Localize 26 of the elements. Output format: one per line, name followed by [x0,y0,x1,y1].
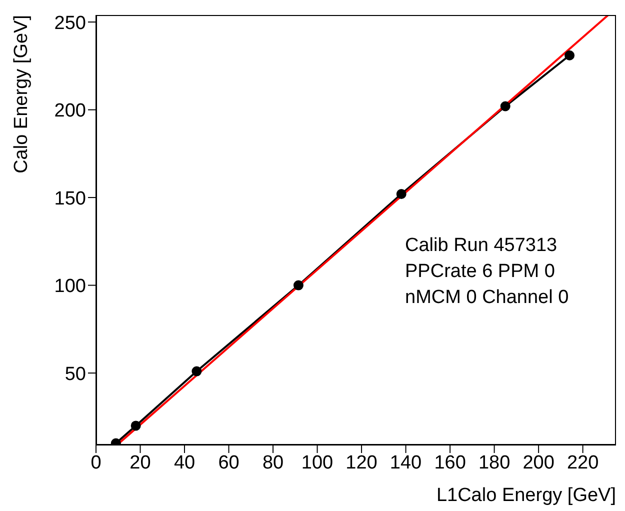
point [500,101,510,112]
y-tick-label: 50 [64,364,86,385]
x-tick-label: 180 [478,452,510,474]
x-tick-label: 220 [566,452,599,474]
x-tick-label: 160 [434,452,466,474]
x-axis-title: L1Calo Energy [GeV] [436,485,616,506]
x-tick-label: 200 [522,452,554,474]
x-tick-label: 80 [262,452,284,474]
annotation-text: Calib Run 457313 PPCrate 6 PPM 0 nMCM 0 Channel 0 [405,234,569,310]
point [192,366,202,376]
y-tick-label: 200 [54,100,86,122]
y-axis-title: Calo Energy [GeV] [11,15,32,174]
y-tick-label: 100 [54,276,86,298]
y-tick-label: 150 [54,188,86,210]
point [130,420,141,431]
x-tick-label: 60 [218,452,240,474]
x-tick-label: 40 [174,452,196,474]
x-tick-label: 120 [346,452,378,474]
y-tick-label: 250 [54,12,86,34]
point [396,189,406,200]
point [293,280,304,290]
x-tick-label: 0 [90,452,102,474]
x-tick-label: 20 [130,452,151,474]
point [564,50,575,60]
x-tick-label: 100 [301,452,334,474]
x-tick-label: 140 [390,452,422,474]
